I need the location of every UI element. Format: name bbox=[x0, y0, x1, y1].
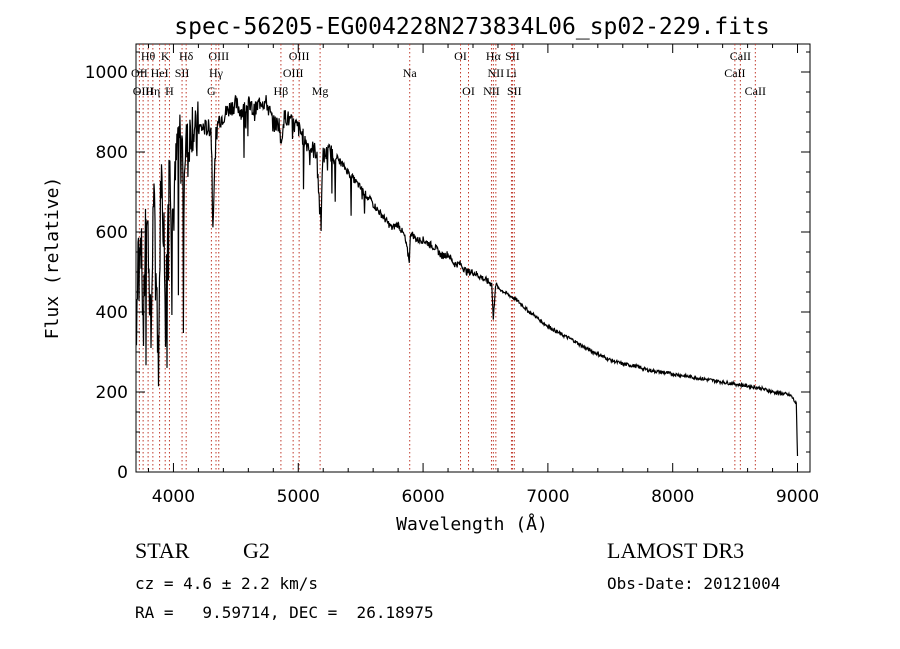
subclass-label: G2 bbox=[243, 538, 270, 563]
y-axis-label: Flux (relative) bbox=[42, 177, 63, 340]
spectral-line-label: K bbox=[161, 49, 170, 63]
y-tick-label: 200 bbox=[96, 383, 128, 403]
spectral-line-label: Hη bbox=[145, 84, 160, 98]
survey-label: LAMOST DR3 bbox=[607, 538, 745, 563]
x-tick-label: 4000 bbox=[152, 487, 195, 507]
spectral-line-label: Hθ bbox=[141, 49, 156, 63]
spectral-line-label: NII bbox=[483, 84, 500, 98]
spectral-line-label: OI bbox=[454, 49, 467, 63]
x-tick-label: 5000 bbox=[277, 487, 320, 507]
spectral-line-label: Hβ bbox=[274, 84, 289, 98]
obs-date-label: Obs-Date: 20121004 bbox=[607, 574, 781, 593]
flux-series-line bbox=[135, 94, 799, 457]
x-tick-label: 9000 bbox=[776, 487, 819, 507]
y-tick-label: 0 bbox=[117, 463, 128, 483]
spectral-line-label: Li bbox=[506, 66, 517, 80]
spectral-line-label: CaII bbox=[730, 49, 751, 63]
spectral-line-label: OII bbox=[131, 66, 148, 80]
redshift-label: cz = 4.6 ± 2.2 km/s bbox=[135, 574, 319, 593]
plot-frame bbox=[135, 43, 811, 473]
coordinates-label: RA = 9.59714, DEC = 26.18975 bbox=[135, 603, 434, 622]
chart-title: spec-56205-EG004228N273834L06_sp02-229.f… bbox=[174, 14, 769, 40]
spectral-line-label: CaII bbox=[745, 84, 766, 98]
spectral-line-label: OIII bbox=[133, 84, 154, 98]
spectral-line-label: HeI bbox=[151, 66, 169, 80]
spectral-line-label: Hγ bbox=[209, 66, 224, 80]
spectral-line-label: OI bbox=[462, 84, 475, 98]
spectral-line-label: SII bbox=[507, 84, 522, 98]
x-tick-label: 6000 bbox=[401, 487, 444, 507]
spectral-line-label: Mg bbox=[312, 84, 329, 98]
class-label: STAR bbox=[135, 538, 190, 563]
y-tick-label: 800 bbox=[96, 143, 128, 163]
spectral-line-label: SII bbox=[505, 49, 520, 63]
y-tick-label: 600 bbox=[96, 223, 128, 243]
x-tick-label: 7000 bbox=[526, 487, 569, 507]
spectral-line-label: G bbox=[207, 84, 216, 98]
spectral-line-label: OIII bbox=[208, 49, 229, 63]
spectral-line-label: Na bbox=[403, 66, 418, 80]
spectral-line-label: NII bbox=[488, 66, 505, 80]
x-axis-label: Wavelength (Å) bbox=[396, 513, 548, 535]
y-tick-label: 400 bbox=[96, 303, 128, 323]
spectral-line-label: CaII bbox=[724, 66, 745, 80]
x-tick-label: 8000 bbox=[651, 487, 694, 507]
spectral-line-label: OIII bbox=[289, 49, 310, 63]
spectral-line-label: Hα bbox=[486, 49, 502, 63]
spectral-line-label: Hδ bbox=[179, 49, 194, 63]
y-tick-label: 1000 bbox=[85, 63, 128, 83]
spectral-line-label: SII bbox=[175, 66, 190, 80]
spectral-line-label: H bbox=[165, 84, 174, 98]
spectral-line-label: OIII bbox=[283, 66, 304, 80]
